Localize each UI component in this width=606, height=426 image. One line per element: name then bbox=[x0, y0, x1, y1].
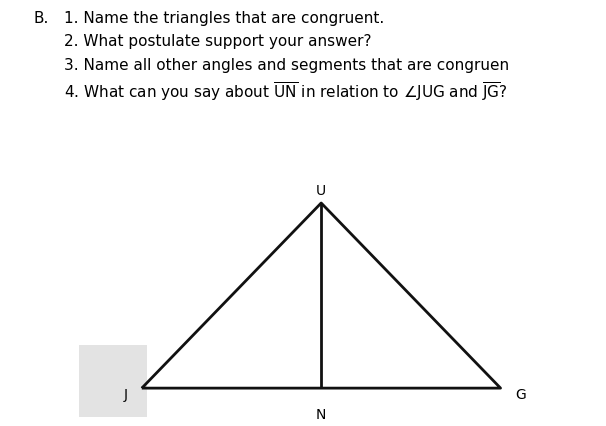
Text: 4. What can you say about $\overline{\mathrm{UN}}$ in relation to $\angle$JUG an: 4. What can you say about $\overline{\ma… bbox=[64, 81, 507, 104]
Text: N: N bbox=[316, 409, 327, 423]
Text: J: J bbox=[123, 388, 127, 402]
Text: 2. What postulate support your answer?: 2. What postulate support your answer? bbox=[64, 34, 371, 49]
Text: 3. Name all other angles and segments that are congruen: 3. Name all other angles and segments th… bbox=[64, 58, 509, 72]
Text: B.: B. bbox=[33, 11, 48, 26]
Bar bbox=[79, 345, 147, 417]
Text: 1. Name the triangles that are congruent.: 1. Name the triangles that are congruent… bbox=[64, 11, 384, 26]
Text: G: G bbox=[515, 388, 526, 402]
Text: U: U bbox=[316, 184, 326, 199]
